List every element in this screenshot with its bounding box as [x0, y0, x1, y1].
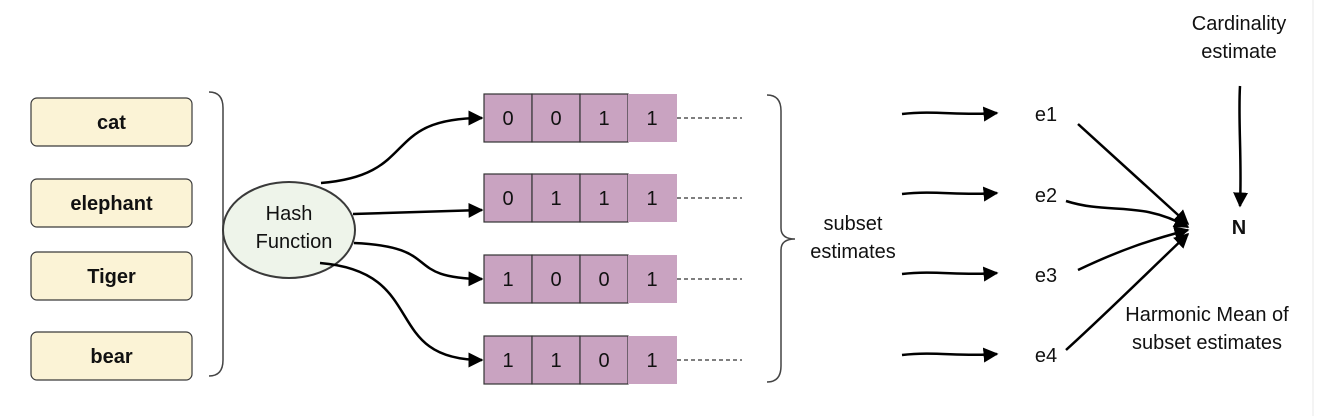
- estimate-e3-label: e3: [1035, 265, 1057, 287]
- register-cell: [531, 335, 581, 385]
- e4-to-n-arrow: [1065, 232, 1190, 351]
- hash-to-register-4-arrow: [319, 261, 484, 368]
- register-cell: [579, 335, 629, 385]
- estimate-2-arrow: [901, 186, 999, 202]
- register-cell: [531, 254, 581, 304]
- bit-value: 1: [646, 108, 657, 130]
- bit-value: 1: [502, 350, 513, 372]
- harmonic-mean-label-line2: subset estimates: [1132, 332, 1282, 354]
- hash-function-line2: Function: [256, 231, 333, 253]
- register-cell: [579, 254, 629, 304]
- register-cell: [483, 173, 533, 223]
- result-n-label: N: [1232, 217, 1246, 239]
- bit-value: 0: [598, 350, 609, 372]
- register-cell: [628, 336, 677, 384]
- cardinality-label-line1: Cardinality: [1192, 13, 1286, 35]
- registers-brace: [766, 94, 796, 383]
- estimate-4-arrow: [901, 347, 999, 363]
- subset-estimates-label-line1: subset: [824, 213, 883, 235]
- word-box-cat: cat: [30, 97, 193, 147]
- estimate-e1-label: e1: [1035, 104, 1057, 126]
- register-2: 0 1 1 1: [483, 173, 742, 223]
- register-4: 1 1 0 1: [483, 335, 742, 385]
- bit-value: 0: [502, 108, 513, 130]
- register-1: 0 0 1 1: [483, 93, 742, 143]
- estimate-e4-label: e4: [1035, 345, 1057, 367]
- bit-value: 1: [646, 350, 657, 372]
- register-cell: [483, 335, 533, 385]
- bit-value: 1: [502, 269, 513, 291]
- word-label: Tiger: [87, 266, 136, 288]
- harmonic-mean-label-line1: Harmonic Mean of: [1125, 304, 1289, 326]
- word-box-tiger: Tiger: [30, 251, 193, 301]
- bit-value: 1: [550, 188, 561, 210]
- register-cell: [628, 94, 677, 142]
- register-3: 1 0 0 1: [483, 254, 742, 304]
- hash-to-register-1-arrow: [320, 110, 484, 185]
- bit-value: 0: [550, 108, 561, 130]
- word-label: elephant: [70, 193, 153, 215]
- subset-estimates-label-line2: estimates: [810, 241, 896, 263]
- cardinality-arrow: [1233, 85, 1249, 208]
- bit-value: 1: [550, 350, 561, 372]
- words-brace: [208, 91, 224, 377]
- e1-to-n-arrow: [1077, 123, 1190, 226]
- e2-to-n-arrow: [1065, 199, 1190, 229]
- estimate-e2-label: e2: [1035, 185, 1057, 207]
- word-box-elephant: elephant: [30, 178, 193, 228]
- bit-value: 1: [646, 269, 657, 291]
- bit-value: 1: [598, 108, 609, 130]
- bit-value: 0: [598, 269, 609, 291]
- estimate-1-arrow: [901, 106, 999, 122]
- hash-to-register-3-arrow: [353, 241, 484, 287]
- word-label: bear: [90, 346, 132, 368]
- register-cell: [628, 255, 677, 303]
- register-cell: [483, 254, 533, 304]
- bit-value: 1: [598, 188, 609, 210]
- bit-value: 0: [550, 269, 561, 291]
- hash-function-node: Hash Function: [222, 181, 356, 279]
- hash-function-line1: Hash: [266, 203, 313, 225]
- word-label: cat: [97, 112, 126, 134]
- bit-value: 0: [502, 188, 513, 210]
- cardinality-label-line2: estimate: [1201, 41, 1277, 63]
- estimate-3-arrow: [901, 266, 999, 282]
- word-box-bear: bear: [30, 331, 193, 381]
- register-cell: [579, 173, 629, 223]
- register-cell: [531, 173, 581, 223]
- bit-value: 1: [646, 188, 657, 210]
- register-cell: [628, 174, 677, 222]
- hash-to-register-2-arrow: [352, 202, 484, 218]
